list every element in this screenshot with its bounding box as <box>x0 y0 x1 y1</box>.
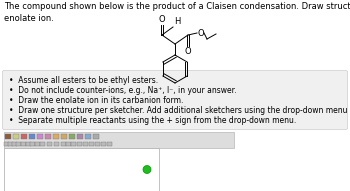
Bar <box>89 142 94 146</box>
Bar <box>4 142 9 146</box>
Text: O: O <box>198 28 205 37</box>
FancyBboxPatch shape <box>4 148 159 191</box>
FancyBboxPatch shape <box>2 70 348 129</box>
Bar <box>83 142 88 146</box>
Bar <box>77 134 83 139</box>
Bar <box>13 134 19 139</box>
FancyBboxPatch shape <box>4 132 234 148</box>
Bar <box>8 142 13 146</box>
Bar <box>85 134 91 139</box>
Bar <box>29 134 35 139</box>
Circle shape <box>143 165 151 173</box>
Bar <box>66 142 71 146</box>
Bar <box>21 134 27 139</box>
Bar <box>47 142 52 146</box>
Text: •  Do not include counter-ions, e.g., Na⁺, I⁻, in your answer.: • Do not include counter-ions, e.g., Na⁺… <box>9 86 237 95</box>
Bar <box>12 142 17 146</box>
Bar <box>5 134 11 139</box>
Bar <box>16 142 21 146</box>
Bar <box>35 142 40 146</box>
Text: The compound shown below is the product of a Claisen condensation. Draw structur: The compound shown below is the product … <box>4 2 350 23</box>
Text: H: H <box>174 17 180 26</box>
Bar <box>61 142 66 146</box>
Bar <box>77 142 82 146</box>
Text: •  Separate multiple reactants using the + sign from the drop-down menu.: • Separate multiple reactants using the … <box>9 116 296 125</box>
Bar <box>61 134 67 139</box>
Text: O: O <box>159 15 165 24</box>
Bar <box>101 142 106 146</box>
Text: O: O <box>185 47 191 56</box>
Text: •  Draw one structure per sketcher. Add additional sketchers using the drop-down: • Draw one structure per sketcher. Add a… <box>9 106 350 115</box>
Bar <box>40 142 45 146</box>
Bar <box>30 142 35 146</box>
Bar <box>71 142 76 146</box>
Bar <box>54 142 59 146</box>
Bar <box>93 134 99 139</box>
Bar <box>107 142 112 146</box>
Text: •  Assume all esters to be ethyl esters.: • Assume all esters to be ethyl esters. <box>9 76 158 85</box>
Bar <box>53 134 59 139</box>
Bar <box>26 142 31 146</box>
Bar <box>37 134 43 139</box>
Bar <box>21 142 26 146</box>
Bar <box>69 134 75 139</box>
Bar <box>45 134 51 139</box>
Text: •  Draw the enolate ion in its carbanion form.: • Draw the enolate ion in its carbanion … <box>9 96 183 105</box>
Bar <box>95 142 100 146</box>
